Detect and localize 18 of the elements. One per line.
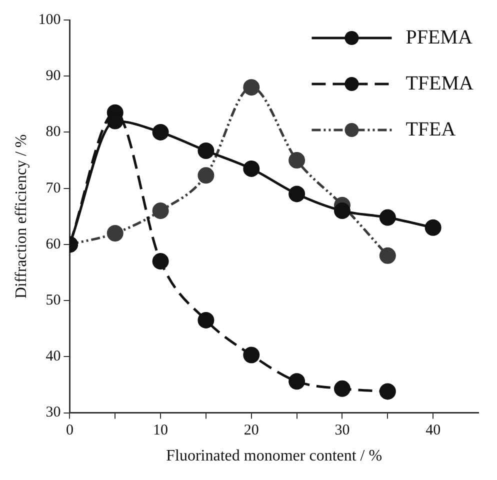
y-tick-label: 80	[46, 124, 61, 140]
y-tick-label: 30	[46, 404, 61, 421]
x-tick-label: 20	[244, 422, 259, 439]
legend-label: TFEMA	[406, 72, 474, 94]
x-axis-title: Fluorinated monomer content / %	[166, 448, 382, 465]
x-tick-label: 10	[153, 422, 168, 439]
y-tick-label: 50	[46, 292, 61, 309]
y-tick-label: 60	[46, 236, 61, 252]
y-tick-label: 70	[46, 180, 61, 196]
y-tick-label: 40	[46, 348, 61, 365]
legend-label: TFEA	[406, 118, 456, 140]
y-axis-title: Diffraction efficiency / %	[12, 134, 30, 299]
legend-label: PFEMA	[406, 26, 473, 48]
x-tick-label: 40	[426, 422, 441, 439]
y-tick-label: 100	[38, 12, 61, 28]
y-tick-label: 90	[46, 68, 61, 84]
x-tick-label: 30	[334, 422, 350, 439]
x-tick-label: 0	[66, 422, 74, 439]
